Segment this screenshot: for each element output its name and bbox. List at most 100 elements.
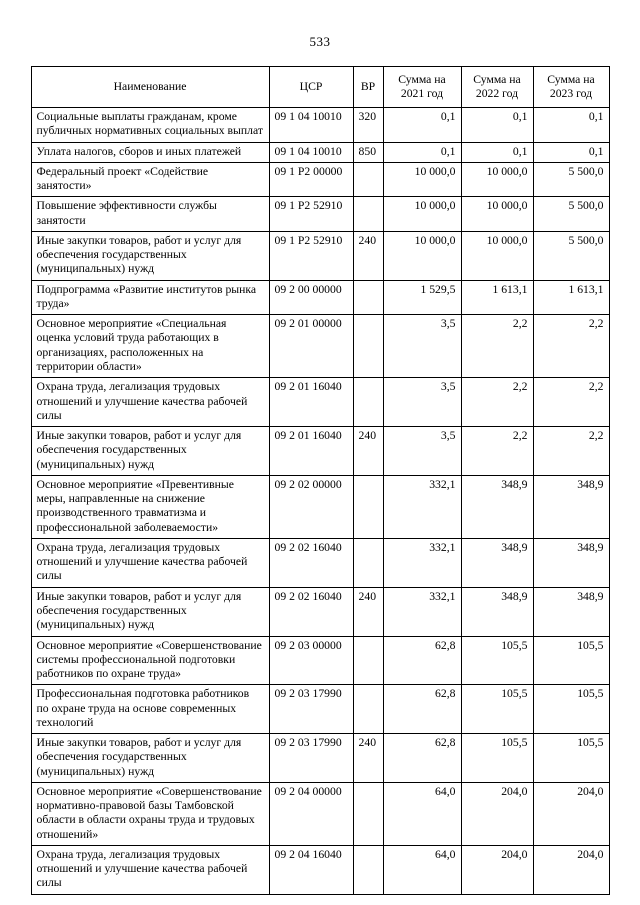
cell-vr: 240 xyxy=(352,230,384,281)
cell-vr: 850 xyxy=(352,141,384,163)
col-header-2022: Сумма на 2022 год xyxy=(460,66,534,108)
table-row: Повышение эффективности службы занятости… xyxy=(30,196,610,232)
cell-vr: 320 xyxy=(352,107,384,143)
cell-vr: 240 xyxy=(352,586,384,637)
cell-2023: 105,5 xyxy=(532,635,610,686)
cell-2023: 1 613,1 xyxy=(532,279,610,316)
cell-2021: 62,8 xyxy=(382,684,462,735)
cell-csr: 09 2 02 00000 xyxy=(268,474,354,539)
budget-table: Наименование ЦСР ВР Сумма на 2021 год Су… xyxy=(30,66,610,895)
cell-2022: 105,5 xyxy=(460,733,534,783)
cell-2021: 64,0 xyxy=(382,844,462,895)
cell-2023: 2,2 xyxy=(532,314,610,379)
col-header-vr: ВР xyxy=(352,66,384,108)
table-row: Социальные выплаты гражданам, кроме публ… xyxy=(30,107,610,143)
cell-name: Охрана труда, легализация трудовых отнош… xyxy=(30,537,270,588)
cell-name: Социальные выплаты гражданам, кроме публ… xyxy=(30,107,270,143)
cell-csr: 09 1 04 10010 xyxy=(268,141,354,163)
table-header-row: Наименование ЦСР ВР Сумма на 2021 год Су… xyxy=(30,66,610,108)
cell-2022: 2,2 xyxy=(460,314,534,379)
page-number: 533 xyxy=(309,34,331,49)
cell-2023: 204,0 xyxy=(532,844,610,895)
cell-vr xyxy=(352,844,384,895)
cell-2021: 3,5 xyxy=(382,426,462,476)
table-row: Иные закупки товаров, работ и услуг для … xyxy=(30,426,610,476)
col-header-name: Наименование xyxy=(30,66,270,108)
table-row: Федеральный проект «Содействие занятости… xyxy=(30,161,610,198)
cell-2021: 332,1 xyxy=(382,474,462,539)
cell-2023: 348,9 xyxy=(532,586,610,637)
cell-vr xyxy=(352,161,384,198)
cell-2022: 2,2 xyxy=(460,377,534,428)
cell-name: Основное мероприятие «Специальная оценка… xyxy=(30,314,270,379)
cell-name: Иные закупки товаров, работ и услуг для … xyxy=(30,733,270,783)
col-header-2023: Сумма на 2023 год xyxy=(532,66,610,108)
col-header-csr: ЦСР xyxy=(268,66,354,108)
cell-2023: 105,5 xyxy=(532,733,610,783)
cell-2022: 0,1 xyxy=(460,107,534,143)
cell-name: Профессиональная подготовка работников п… xyxy=(30,684,270,735)
cell-2021: 332,1 xyxy=(382,537,462,588)
cell-csr: 09 2 02 16040 xyxy=(268,537,354,588)
cell-csr: 09 1 04 10010 xyxy=(268,107,354,143)
cell-2023: 0,1 xyxy=(532,141,610,163)
table-row: Охрана труда, легализация трудовых отнош… xyxy=(30,377,610,428)
cell-2021: 3,5 xyxy=(382,377,462,428)
cell-name: Основное мероприятие «Превентивные меры,… xyxy=(30,474,270,539)
cell-name: Повышение эффективности службы занятости xyxy=(30,196,270,232)
cell-2023: 2,2 xyxy=(532,426,610,476)
table-row: Основное мероприятие «Совершенствование … xyxy=(30,781,610,846)
cell-2022: 10 000,0 xyxy=(460,230,534,281)
table-row: Иные закупки товаров, работ и услуг для … xyxy=(30,586,610,637)
cell-2023: 5 500,0 xyxy=(532,161,610,198)
cell-2023: 0,1 xyxy=(532,107,610,143)
cell-name: Иные закупки товаров, работ и услуг для … xyxy=(30,426,270,476)
cell-2022: 348,9 xyxy=(460,586,534,637)
cell-vr xyxy=(352,279,384,316)
table-row: Уплата налогов, сборов и иных платежей 09… xyxy=(30,141,610,163)
cell-vr xyxy=(352,635,384,686)
cell-2021: 1 529,5 xyxy=(382,279,462,316)
cell-csr: 09 2 01 00000 xyxy=(268,314,354,379)
cell-vr xyxy=(352,474,384,539)
cell-2021: 10 000,0 xyxy=(382,196,462,232)
cell-2022: 348,9 xyxy=(460,474,534,539)
cell-2022: 204,0 xyxy=(460,844,534,895)
cell-2021: 62,8 xyxy=(382,635,462,686)
cell-2021: 10 000,0 xyxy=(382,161,462,198)
cell-2022: 10 000,0 xyxy=(460,161,534,198)
cell-2023: 204,0 xyxy=(532,781,610,846)
col-header-2021: Сумма на 2021 год xyxy=(382,66,462,108)
cell-vr xyxy=(352,537,384,588)
cell-name: Основное мероприятие «Совершенствование … xyxy=(30,781,270,846)
cell-2021: 0,1 xyxy=(382,107,462,143)
cell-2021: 3,5 xyxy=(382,314,462,379)
cell-csr: 09 2 00 00000 xyxy=(268,279,354,316)
table-row: Основное мероприятие «Совершенствование … xyxy=(30,635,610,686)
table-row: Подпрограмма «Развитие институтов рынка … xyxy=(30,279,610,316)
cell-2023: 348,9 xyxy=(532,537,610,588)
table-row: Основное мероприятие «Превентивные меры,… xyxy=(30,474,610,539)
cell-2022: 0,1 xyxy=(460,141,534,163)
cell-name: Подпрограмма «Развитие институтов рынка … xyxy=(30,279,270,316)
cell-name: Федеральный проект «Содействие занятости… xyxy=(30,161,270,198)
cell-2022: 1 613,1 xyxy=(460,279,534,316)
cell-2022: 10 000,0 xyxy=(460,196,534,232)
cell-csr: 09 2 01 16040 xyxy=(268,426,354,476)
cell-2022: 204,0 xyxy=(460,781,534,846)
cell-2021: 332,1 xyxy=(382,586,462,637)
cell-name: Охрана труда, легализация трудовых отнош… xyxy=(30,844,270,895)
cell-2023: 5 500,0 xyxy=(532,196,610,232)
cell-name: Иные закупки товаров, работ и услуг для … xyxy=(30,586,270,637)
cell-vr: 240 xyxy=(352,426,384,476)
cell-2022: 105,5 xyxy=(460,635,534,686)
cell-csr: 09 1 P2 52910 xyxy=(268,196,354,232)
table-body: Социальные выплаты гражданам, кроме публ… xyxy=(30,107,610,895)
table-row: Профессиональная подготовка работников п… xyxy=(30,684,610,735)
cell-2022: 105,5 xyxy=(460,684,534,735)
cell-2023: 348,9 xyxy=(532,474,610,539)
cell-2022: 2,2 xyxy=(460,426,534,476)
cell-2021: 62,8 xyxy=(382,733,462,783)
cell-vr xyxy=(352,314,384,379)
table-row: Основное мероприятие «Специальная оценка… xyxy=(30,314,610,379)
